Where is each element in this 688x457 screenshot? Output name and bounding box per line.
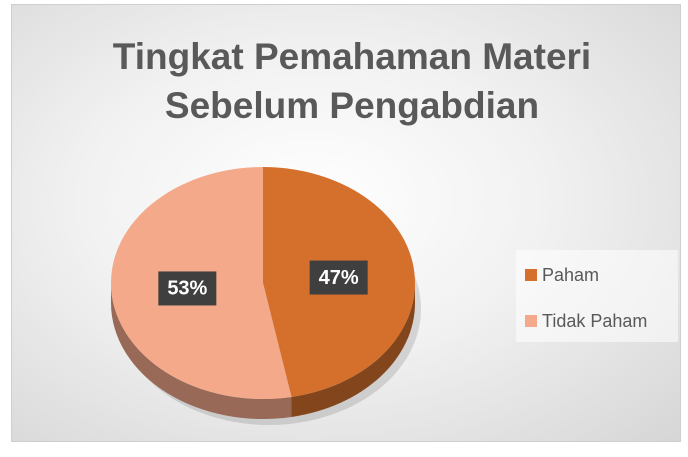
slice-side [291, 283, 415, 417]
legend-label: Tidak Paham [542, 311, 647, 331]
legend-box [516, 250, 678, 342]
data-label: 47% [319, 267, 359, 289]
slice-side [111, 283, 292, 419]
legend-label: Paham [542, 265, 599, 285]
chart-title: Tingkat Pemahaman Materi Sebelum Pengabd… [112, 36, 592, 126]
data-label-box [309, 260, 368, 295]
legend-swatch [525, 315, 537, 327]
legend-swatch [525, 269, 537, 281]
data-label-box [158, 271, 217, 306]
data-label: 53% [167, 278, 207, 300]
